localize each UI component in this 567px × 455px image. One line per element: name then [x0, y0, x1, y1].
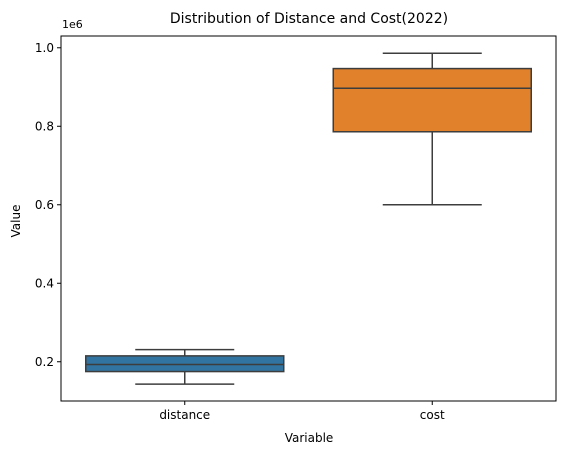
x-axis-ticks: distance cost	[159, 401, 445, 422]
y-axis-ticks: 0.2 0.4 0.6 0.8 1.0	[35, 41, 61, 369]
iqr-box	[85, 355, 285, 373]
chart-title: Distribution of Distance and Cost(2022)	[170, 11, 448, 27]
box-distance	[85, 348, 285, 385]
x-tick-label: cost	[420, 408, 445, 422]
y-axis-offset-label: 1e6	[62, 18, 83, 31]
plot-area-frame	[60, 35, 557, 402]
iqr-box	[332, 67, 532, 133]
y-tick-label: 0.2	[35, 355, 54, 369]
x-tick-label: distance	[159, 408, 210, 422]
y-tick-label: 1.0	[35, 41, 54, 55]
y-axis-label: Value	[9, 205, 23, 238]
boxes-group	[85, 52, 532, 385]
box-cost	[332, 52, 532, 206]
y-tick-label: 0.4	[35, 276, 54, 290]
y-tick-label: 0.6	[35, 198, 54, 212]
x-axis-label: Variable	[285, 431, 334, 445]
y-tick-label: 0.8	[35, 119, 54, 133]
